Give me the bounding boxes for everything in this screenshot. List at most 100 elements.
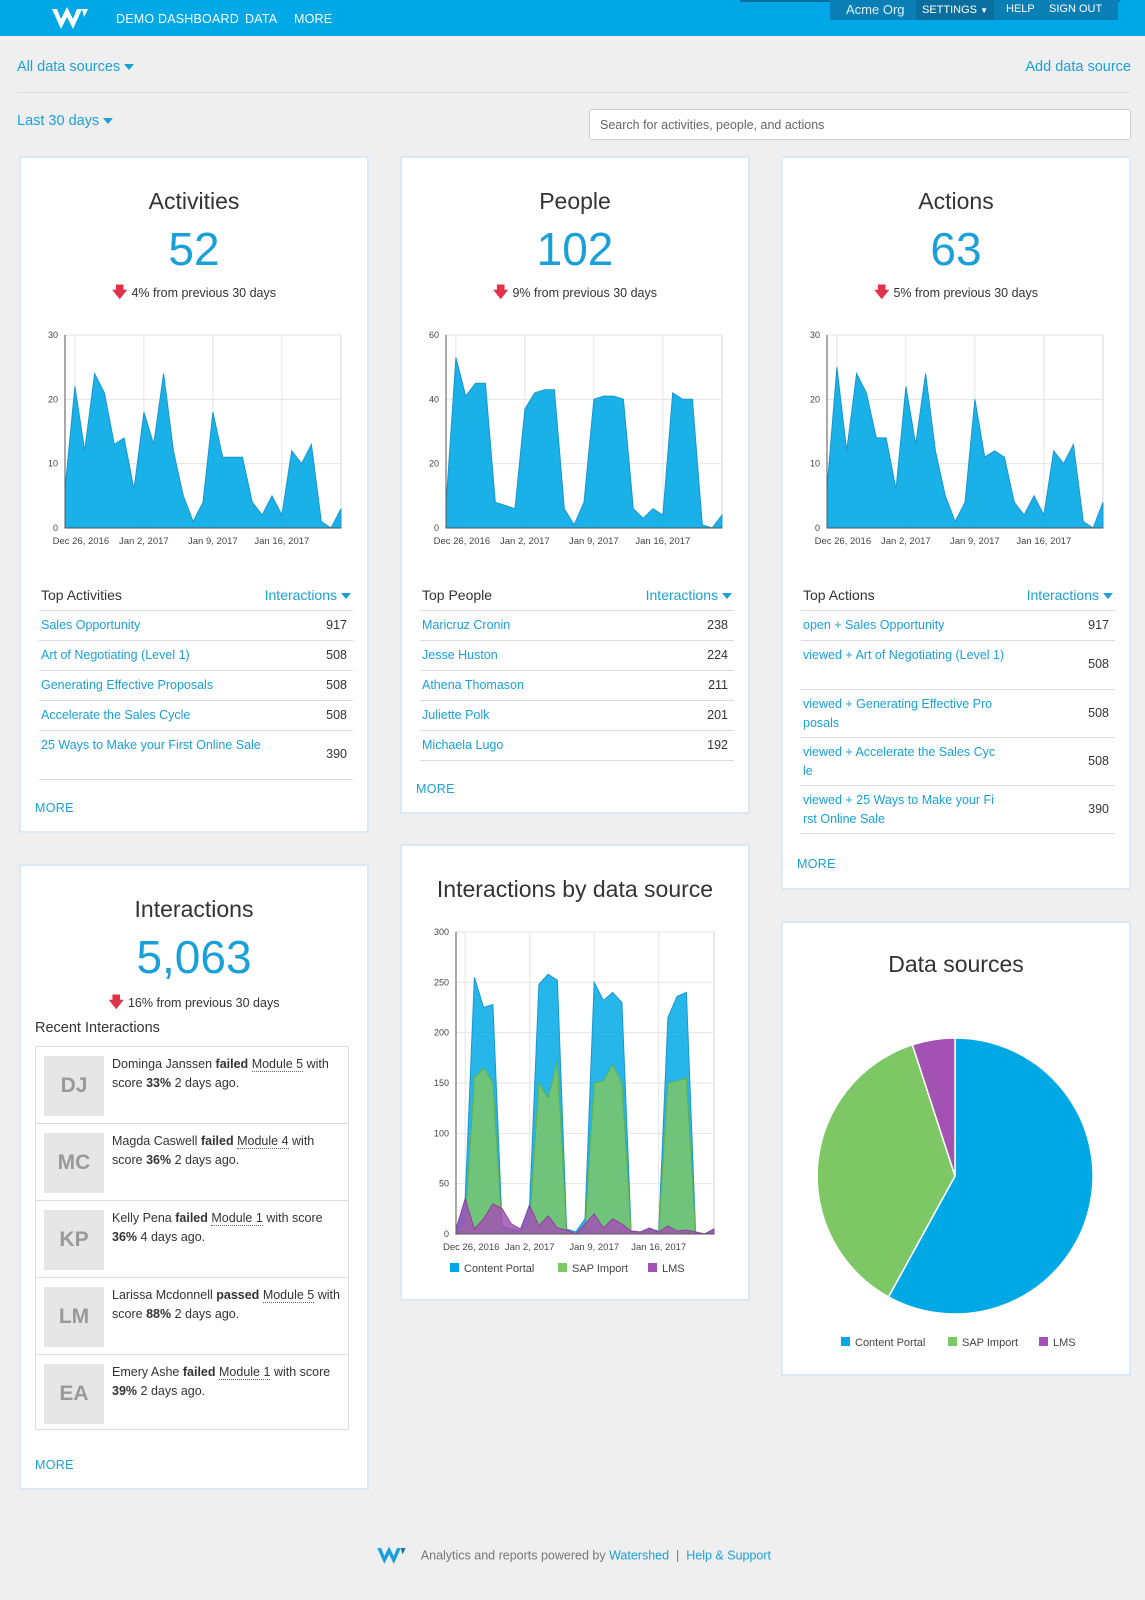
module-link[interactable]: Module 4	[237, 1134, 289, 1149]
area-series-values	[445, 357, 723, 529]
item-label[interactable]: viewed + Art of Negotiating (Level 1)	[803, 648, 1005, 662]
list-item[interactable]: Sales Opportunity 917	[39, 611, 353, 641]
list-item[interactable]: Michaela Lugo 192	[420, 731, 734, 761]
people-count: 102	[536, 223, 614, 275]
item-label[interactable]: Art of Negotiating (Level 1)	[41, 648, 190, 662]
recent-interactions-title: Recent Interactions	[35, 1020, 160, 1036]
list-item[interactable]: viewed + Generating Effective Pro posals…	[801, 690, 1115, 738]
change-indicator: 🡇 5% from previous 30 days	[783, 282, 1129, 307]
date-range-dropdown[interactable]: Last 30 days	[17, 113, 114, 129]
interactions-count: 5,063	[136, 931, 252, 983]
sign-out-link[interactable]: SIGN OUT	[1049, 3, 1103, 15]
item-label[interactable]: Juliette Polk	[422, 708, 490, 722]
avatar: KP	[44, 1210, 104, 1270]
module-link[interactable]: Module 1	[211, 1211, 263, 1226]
add-data-source-link[interactable]: Add data source	[1025, 59, 1131, 75]
item-label[interactable]: 25 Ways to Make your First Online Sale	[41, 738, 261, 752]
module-link[interactable]: Module 1	[219, 1365, 271, 1380]
item-value: 917	[326, 618, 347, 632]
people-more-link[interactable]: MORE	[416, 782, 455, 796]
arrow-down-icon: 🡇	[112, 284, 128, 301]
list-item[interactable]: Generating Effective Proposals 508	[39, 671, 353, 701]
item-label[interactable]: open + Sales Opportunity	[803, 618, 945, 632]
legend-swatch	[948, 1337, 957, 1346]
x-tick-label: Jan 16, 2017	[254, 536, 309, 547]
footer-separator: |	[676, 1548, 680, 1563]
change-text: from previous 30 days	[534, 286, 657, 300]
sort-dropdown[interactable]: Interactions	[1027, 587, 1113, 603]
item-label[interactable]: Athena Thomason	[422, 678, 524, 692]
interactions-more-link[interactable]: MORE	[35, 1458, 74, 1472]
item-label[interactable]: viewed + Accelerate the Sales Cyc le	[803, 745, 996, 778]
settings-menu[interactable]: SETTINGS ▼	[916, 0, 994, 20]
card-title: Actions	[918, 188, 994, 214]
caret-down-icon	[1103, 593, 1113, 600]
list-title: Top People	[422, 587, 493, 603]
org-name[interactable]: Acme Org	[846, 2, 905, 17]
watershed-logo[interactable]	[50, 5, 94, 33]
item-label[interactable]: Generating Effective Proposals	[41, 678, 214, 692]
avatar: MC	[44, 1133, 104, 1193]
item-value: 238	[707, 618, 728, 632]
list-item[interactable]: viewed + Accelerate the Sales Cyc le 508	[801, 738, 1115, 786]
search-input[interactable]	[589, 109, 1131, 140]
list-item[interactable]: Maricruz Cronin 238	[420, 611, 734, 641]
area-series-lms	[455, 1197, 715, 1235]
y-tick-label: 150	[434, 1078, 449, 1088]
watershed-link[interactable]: Watershed	[609, 1548, 670, 1563]
legend-label: LMS	[662, 1263, 685, 1275]
score: 39%	[112, 1384, 138, 1398]
item-value: 390	[1088, 802, 1109, 816]
list-item[interactable]: Juliette Polk 201	[420, 701, 734, 731]
list-title: Top Activities	[41, 587, 122, 603]
caret-down-icon	[722, 593, 732, 600]
module-link[interactable]: Module 5	[251, 1057, 304, 1072]
time-ago: 4 days ago.	[140, 1230, 206, 1244]
change-text: from previous 30 days	[156, 996, 280, 1010]
change-percent: 9%	[512, 286, 531, 300]
activities-chart: 0 10 20 30 Dec 26, 2016 Jan 2, 2017 Jan 9, 201…	[48, 330, 342, 547]
list-item: KP Kelly Pena failed Module 1 with score…	[36, 1201, 348, 1278]
nav-demo-dashboard[interactable]: DEMO DASHBOARD	[116, 12, 239, 26]
list-item[interactable]: Accelerate the Sales Cycle 508	[39, 701, 353, 731]
sort-dropdown[interactable]: Interactions	[646, 587, 732, 603]
module-link[interactable]: Module 5	[262, 1288, 315, 1303]
item-label[interactable]: Maricruz Cronin	[422, 618, 511, 632]
list-item[interactable]: Athena Thomason 211	[420, 671, 734, 701]
time-ago: 2 days ago.	[174, 1153, 240, 1167]
arrow-down-icon: 🡇	[874, 284, 890, 301]
activities-more-link[interactable]: MORE	[35, 801, 74, 815]
data-sources-dropdown[interactable]: All data sources	[17, 59, 135, 75]
list-item[interactable]: viewed + Art of Negotiating (Level 1) 508	[801, 641, 1115, 690]
help-link[interactable]: HELP	[1006, 3, 1035, 15]
list-item[interactable]: viewed + 25 Ways to Make your Fi rst Onl…	[801, 786, 1115, 834]
area-series-sap-import	[454, 1060, 714, 1235]
sort-dropdown[interactable]: Interactions	[265, 587, 351, 603]
nav-data[interactable]: DATA	[245, 12, 278, 26]
interaction-text: Larissa Mcdonnell passed Module 5 with s…	[112, 1286, 344, 1324]
list-item[interactable]: Jesse Huston 224	[420, 641, 734, 671]
y-tick-label: 20	[429, 459, 439, 469]
nav-more[interactable]: MORE	[294, 12, 333, 26]
arrow-down-icon: 🡇	[493, 284, 509, 301]
item-label[interactable]: Jesse Huston	[422, 648, 498, 662]
item-value: 224	[707, 648, 728, 662]
x-tick-label: Jan 2, 2017	[500, 536, 550, 547]
item-label[interactable]: viewed + 25 Ways to Make your Fi rst Onl…	[803, 793, 994, 826]
y-tick-label: 30	[48, 330, 58, 340]
arrow-down-icon: 🡇	[108, 994, 124, 1011]
list-item[interactable]: Art of Negotiating (Level 1) 508	[39, 641, 353, 671]
time-ago: 2 days ago.	[140, 1384, 206, 1398]
mid-text: with score	[273, 1365, 331, 1379]
item-value: 201	[707, 708, 728, 722]
list-item[interactable]: open + Sales Opportunity 917	[801, 611, 1115, 641]
list-item[interactable]: 25 Ways to Make your First Online Sale 39…	[39, 731, 353, 780]
help-support-link[interactable]: Help & Support	[686, 1548, 772, 1563]
x-tick-label: Dec 26, 2016	[815, 536, 872, 547]
sort-label: Interactions	[264, 587, 337, 603]
item-label[interactable]: Accelerate the Sales Cycle	[41, 708, 191, 722]
item-label[interactable]: viewed + Generating Effective Pro posals	[803, 697, 993, 730]
actions-more-link[interactable]: MORE	[797, 857, 836, 871]
item-label[interactable]: Sales Opportunity	[41, 618, 141, 632]
item-label[interactable]: Michaela Lugo	[422, 738, 504, 752]
